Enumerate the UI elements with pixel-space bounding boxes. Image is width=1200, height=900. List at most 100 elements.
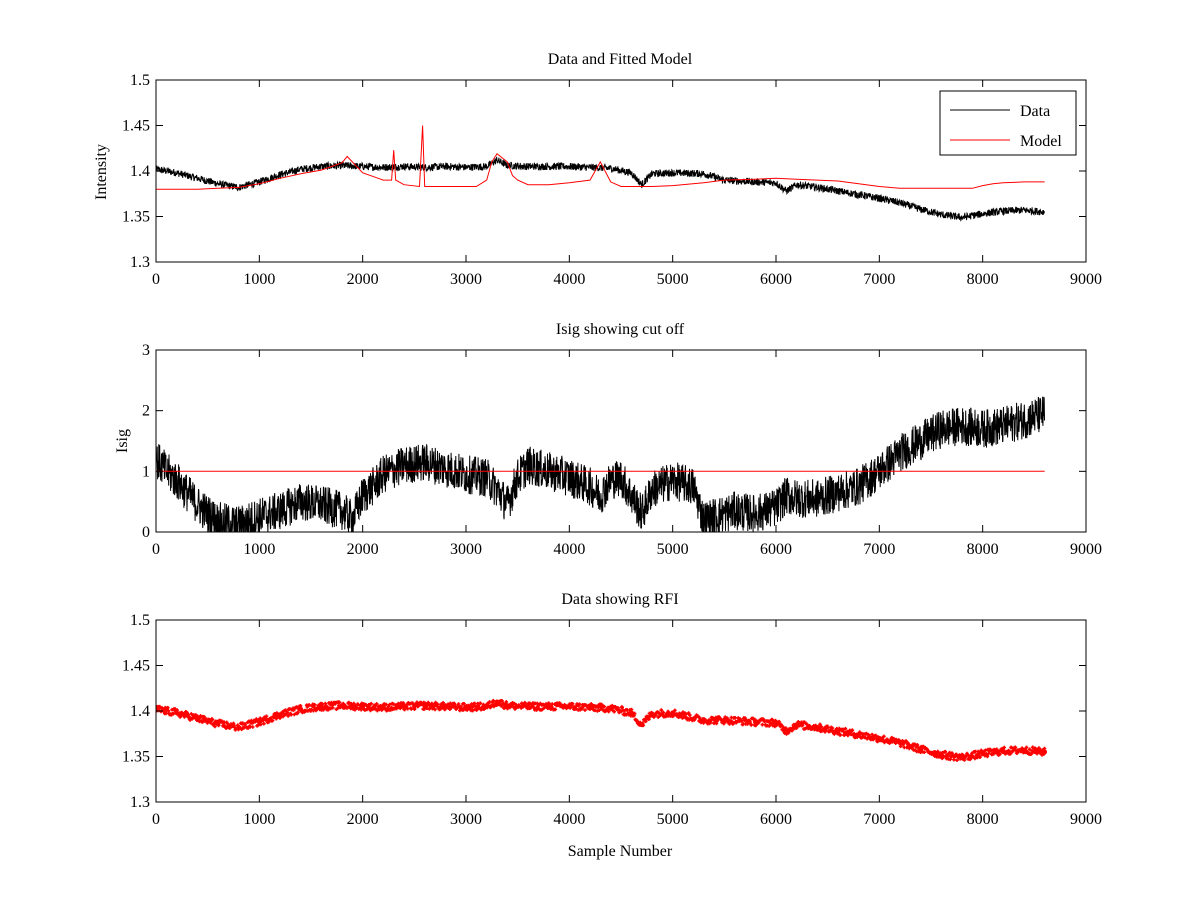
- panel-isig: Isig showing cut off Isig 0 1000 2000 3000 4…: [114, 321, 1102, 558]
- y-tick-label: 1: [142, 463, 150, 480]
- data-point: [670, 710, 676, 716]
- x-tick-label: 5000: [657, 541, 689, 558]
- x-tick-label: 5000: [657, 271, 689, 288]
- series-1-line: [156, 125, 1045, 190]
- y-tick-label: 1.5: [130, 612, 150, 629]
- y-tick-label: 1.45: [122, 118, 150, 135]
- data-point: [525, 704, 531, 709]
- x-tick-label: 7000: [863, 541, 895, 558]
- data-point: [174, 710, 180, 716]
- data-point: [959, 755, 965, 760]
- data-point: [918, 746, 924, 752]
- data-point: [1021, 747, 1027, 753]
- series-0-line: [156, 155, 1045, 222]
- y-tick-label: 3: [142, 342, 150, 359]
- data-point: [156, 706, 159, 712]
- x-tick-label: 1000: [243, 541, 275, 558]
- x-tick-label: 2000: [347, 811, 379, 828]
- data-point: [587, 704, 593, 710]
- data-point: [876, 735, 882, 741]
- series-layer: [156, 396, 1045, 532]
- data-point: [463, 704, 469, 710]
- axes-frame: [155, 349, 1087, 533]
- x-axis-label: Sample Number: [568, 843, 673, 860]
- x-tick-label: 6000: [760, 811, 792, 828]
- y-axis-label: Intensity: [93, 144, 110, 200]
- x-tick-label: 8000: [967, 541, 999, 558]
- x-tick-label: 8000: [967, 811, 999, 828]
- series-layer: [156, 125, 1045, 222]
- data-point: [277, 712, 283, 718]
- data-point: [897, 740, 903, 746]
- x-tick-label: 1000: [243, 271, 275, 288]
- y-tick-label: 1.35: [122, 209, 150, 226]
- y-tick-label: 1.35: [122, 749, 150, 766]
- data-point: [835, 728, 841, 734]
- x-tick-label: 3000: [450, 271, 482, 288]
- x-tick-label: 5000: [657, 811, 689, 828]
- data-point: [1042, 749, 1048, 755]
- data-point: [484, 704, 490, 709]
- x-tick-label: 2000: [347, 541, 379, 558]
- x-tick-label: 7000: [863, 271, 895, 288]
- x-tick-label: 0: [152, 271, 160, 288]
- data-point: [401, 704, 407, 709]
- data-point: [701, 717, 707, 723]
- data-point: [721, 717, 727, 723]
- data-point: [752, 719, 758, 725]
- legend: Data Model: [939, 90, 1077, 156]
- data-point: [318, 704, 324, 709]
- y-tick-label: 1.3: [130, 254, 150, 271]
- data-point: [298, 706, 304, 712]
- x-tick-label: 6000: [760, 541, 792, 558]
- x-tick-label: 3000: [450, 811, 482, 828]
- data-point: [360, 704, 366, 709]
- x-tick-label: 2000: [347, 271, 379, 288]
- x-tick-label: 9000: [1070, 811, 1102, 828]
- plot-area: 0 1000 2000 3000 4000 5000 6000 7000 8000 9000 1.3…: [122, 612, 1102, 828]
- panel-rfi: Data showing RFI Sample Number 0 1000 2000…: [122, 591, 1102, 860]
- data-point: [628, 710, 634, 716]
- x-tick-label: 8000: [967, 271, 999, 288]
- y-tick-label: 2: [142, 403, 150, 420]
- data-point: [422, 703, 428, 708]
- data-point: [442, 704, 448, 709]
- series-layer: [156, 698, 1048, 762]
- y-tick-label: 1.45: [122, 658, 150, 675]
- data-point: [256, 719, 262, 725]
- legend-box: [939, 90, 1077, 156]
- series-0-line: [156, 396, 1045, 532]
- data-point: [856, 732, 862, 738]
- y-tick-label: 1.4: [130, 703, 150, 720]
- x-tick-label: 6000: [760, 271, 792, 288]
- plot-area: 0 1000 2000 3000 4000 5000 6000 7000 8000 9000 0 1 2…: [142, 342, 1102, 558]
- data-point: [938, 752, 944, 758]
- x-tick-label: 4000: [553, 271, 585, 288]
- y-axis-label: Isig: [114, 429, 131, 453]
- data-point: [608, 705, 614, 711]
- x-tick-label: 9000: [1070, 541, 1102, 558]
- y-tick-label: 0: [142, 524, 150, 541]
- data-point: [639, 722, 645, 728]
- panel-title: Data and Fitted Model: [548, 51, 693, 68]
- panel-data-and-model: Data and Fitted Model Intensity 0 1000 200…: [93, 51, 1102, 288]
- x-tick-label: 4000: [553, 811, 585, 828]
- x-tick-label: 0: [152, 811, 160, 828]
- data-point: [566, 704, 572, 709]
- x-tick-label: 0: [152, 541, 160, 558]
- data-point: [1000, 748, 1006, 754]
- y-tick-label: 1.5: [130, 72, 150, 89]
- x-tick-label: 9000: [1070, 271, 1102, 288]
- data-point: [339, 703, 345, 708]
- y-tick-label: 1.4: [130, 163, 150, 180]
- data-point: [504, 703, 510, 708]
- x-tick-label: 7000: [863, 811, 895, 828]
- data-point: [236, 724, 242, 730]
- data-point: [783, 728, 789, 734]
- data-point: [980, 751, 986, 757]
- panel-title: Data showing RFI: [561, 591, 678, 608]
- x-tick-label: 1000: [243, 811, 275, 828]
- legend-entry-model: Model: [1020, 133, 1062, 150]
- y-tick-label: 1.3: [130, 794, 150, 811]
